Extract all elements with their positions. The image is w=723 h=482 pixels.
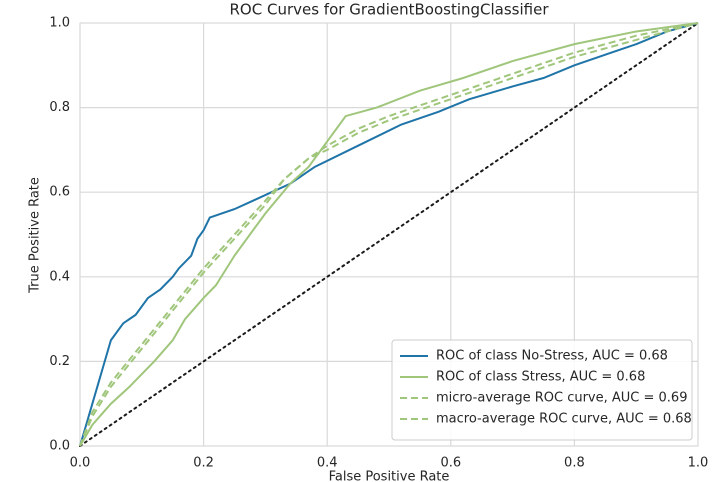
y-tick-label: 0.0	[49, 439, 70, 454]
y-tick-label: 0.8	[49, 100, 70, 115]
x-tick-label: 1.0	[688, 456, 709, 471]
x-tick-label: 0.0	[70, 456, 91, 471]
y-axis-label: True Positive Rate	[28, 177, 43, 294]
roc-curve	[79, 22, 699, 447]
legend-label: ROC of class Stress, AUC = 0.68	[436, 370, 645, 385]
legend-label: ROC of class No-Stress, AUC = 0.68	[436, 349, 668, 364]
y-tick-label: 0.4	[49, 269, 70, 284]
x-axis-label: False Positive Rate	[329, 470, 450, 482]
x-tick-label: 0.6	[440, 456, 461, 471]
legend-label: macro-average ROC curve, AUC = 0.68	[436, 412, 692, 427]
y-tick-label: 1.0	[49, 16, 70, 31]
plot-frame	[79, 22, 699, 447]
legend-label: micro-average ROC curve, AUC = 0.69	[436, 391, 687, 406]
chart-title: ROC Curves for GradientBoostingClassifie…	[230, 1, 550, 19]
legend-box	[391, 339, 693, 441]
y-tick-label: 0.2	[49, 354, 70, 369]
roc-curve	[79, 22, 699, 447]
x-tick-label: 0.8	[564, 456, 585, 471]
chance-line	[79, 22, 699, 447]
x-tick-label: 0.2	[193, 456, 214, 471]
x-tick-label: 0.4	[317, 456, 338, 471]
y-tick-label: 0.6	[49, 185, 70, 200]
roc-curve	[79, 22, 699, 447]
